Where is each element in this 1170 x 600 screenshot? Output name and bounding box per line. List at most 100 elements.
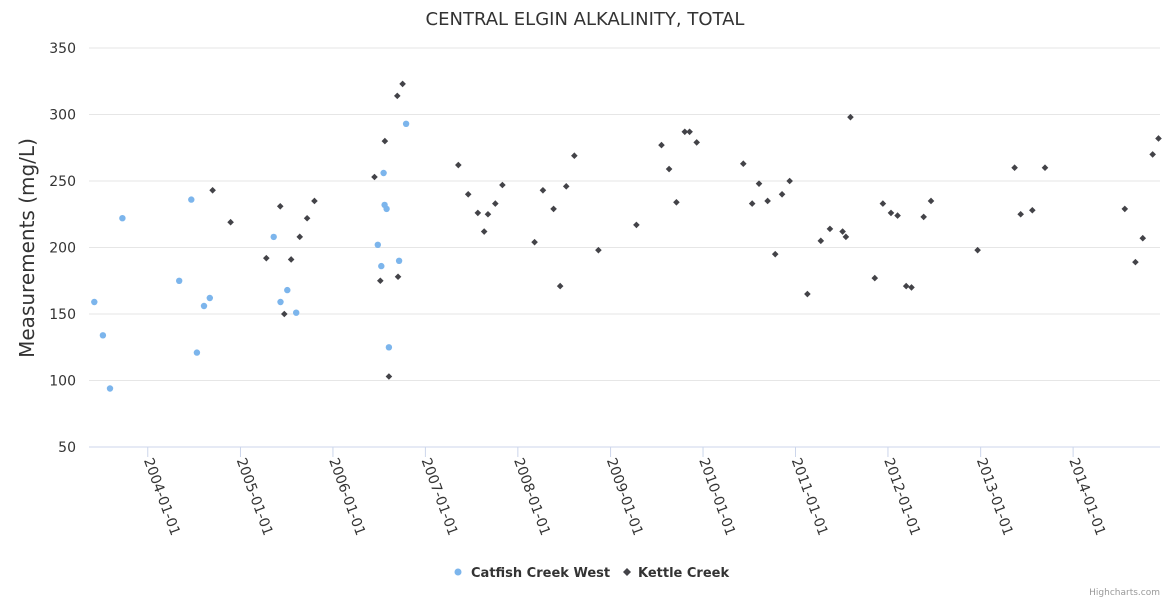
data-point[interactable] xyxy=(974,246,981,254)
credit-link[interactable]: Highcharts.com xyxy=(1089,588,1160,598)
data-point[interactable] xyxy=(681,128,689,136)
data-point[interactable] xyxy=(281,310,288,318)
data-point[interactable] xyxy=(193,349,201,356)
data-point[interactable] xyxy=(374,241,381,248)
data-point[interactable] xyxy=(499,181,506,189)
data-point[interactable] xyxy=(556,282,564,290)
data-point[interactable] xyxy=(99,332,107,339)
data-point[interactable] xyxy=(385,344,393,351)
data-point[interactable] xyxy=(303,214,311,222)
x-tick-label: 2007-01-01 xyxy=(418,456,461,538)
data-point[interactable] xyxy=(1155,135,1162,142)
data-point[interactable] xyxy=(748,200,756,207)
data-point[interactable] xyxy=(119,215,126,222)
data-point[interactable] xyxy=(377,277,384,285)
data-point[interactable] xyxy=(227,218,234,226)
legend-label-kettle-creek[interactable]: Kettle Creek xyxy=(638,566,729,581)
data-point[interactable] xyxy=(263,254,270,262)
data-point[interactable] xyxy=(474,209,482,217)
data-point[interactable] xyxy=(920,213,927,221)
data-point[interactable] xyxy=(206,294,213,302)
legend-label-catfish-creek-west[interactable]: Catfish Creek West xyxy=(471,566,610,581)
data-point[interactable] xyxy=(188,196,195,203)
data-point[interactable] xyxy=(1139,234,1147,242)
data-point[interactable] xyxy=(455,161,462,169)
data-point[interactable] xyxy=(399,80,406,88)
data-point[interactable] xyxy=(371,173,378,181)
data-point[interactable] xyxy=(778,191,786,198)
data-point[interactable] xyxy=(1149,151,1156,158)
data-point[interactable] xyxy=(464,191,472,198)
data-point[interactable] xyxy=(673,198,680,206)
legend: Catfish Creek West Kettle Creek xyxy=(454,566,729,581)
data-point[interactable] xyxy=(786,177,793,185)
data-point[interactable] xyxy=(1041,164,1049,171)
data-point[interactable] xyxy=(1121,205,1129,213)
y-tick-label: 150 xyxy=(49,307,76,323)
data-point[interactable] xyxy=(595,246,602,254)
data-point[interactable] xyxy=(879,200,887,207)
data-point[interactable] xyxy=(91,298,98,306)
data-point[interactable] xyxy=(480,228,488,235)
data-point[interactable] xyxy=(839,228,846,235)
data-point[interactable] xyxy=(771,250,779,258)
data-point[interactable] xyxy=(633,221,640,229)
data-point[interactable] xyxy=(826,225,834,233)
data-point[interactable] xyxy=(492,200,499,207)
data-point[interactable] xyxy=(394,273,402,281)
data-point[interactable] xyxy=(693,139,700,146)
data-point[interactable] xyxy=(887,209,895,217)
data-point[interactable] xyxy=(402,120,410,128)
data-point[interactable] xyxy=(842,233,850,241)
data-point[interactable] xyxy=(284,286,291,294)
data-point[interactable] xyxy=(804,290,811,298)
data-point[interactable] xyxy=(209,187,216,194)
legend-item-catfish-creek-west[interactable]: Catfish Creek West xyxy=(454,566,611,581)
data-point[interactable] xyxy=(817,237,825,245)
data-point[interactable] xyxy=(894,212,901,219)
data-point[interactable] xyxy=(755,180,763,187)
data-point[interactable] xyxy=(1011,164,1018,171)
data-point[interactable] xyxy=(293,309,300,316)
data-point[interactable] xyxy=(393,92,401,100)
data-point[interactable] xyxy=(277,298,284,306)
y-tick-label: 100 xyxy=(49,374,76,390)
data-point[interactable] xyxy=(665,165,673,173)
data-point[interactable] xyxy=(378,262,385,270)
data-point[interactable] xyxy=(847,113,854,121)
data-point[interactable] xyxy=(539,187,547,194)
x-tick-label: 2006-01-01 xyxy=(325,456,368,538)
data-point[interactable] xyxy=(531,238,538,246)
data-point[interactable] xyxy=(395,257,403,264)
legend-item-kettle-creek[interactable]: Kettle Creek xyxy=(623,566,729,581)
data-point[interactable] xyxy=(287,256,295,263)
data-point[interactable] xyxy=(296,233,304,241)
data-point[interactable] xyxy=(385,373,393,380)
data-point[interactable] xyxy=(686,128,693,136)
data-point[interactable] xyxy=(270,233,277,241)
data-point[interactable] xyxy=(1132,258,1139,266)
data-point[interactable] xyxy=(380,169,387,177)
data-point[interactable] xyxy=(200,302,208,310)
data-point[interactable] xyxy=(764,197,771,205)
data-series xyxy=(91,80,1162,392)
data-point[interactable] xyxy=(176,277,183,284)
data-point[interactable] xyxy=(550,205,557,213)
data-point[interactable] xyxy=(658,141,665,149)
data-point[interactable] xyxy=(562,183,570,190)
data-point[interactable] xyxy=(383,205,390,213)
data-point[interactable] xyxy=(484,210,492,218)
data-point[interactable] xyxy=(927,197,935,205)
data-point[interactable] xyxy=(908,284,915,291)
data-point[interactable] xyxy=(276,202,284,210)
data-point[interactable] xyxy=(902,282,910,290)
data-point[interactable] xyxy=(311,197,318,205)
data-point[interactable] xyxy=(571,152,578,160)
data-point[interactable] xyxy=(1017,210,1024,218)
data-point[interactable] xyxy=(1029,206,1036,214)
data-point[interactable] xyxy=(871,274,879,282)
data-point[interactable] xyxy=(106,385,114,392)
y-axis-label: Measurements (mg/L) xyxy=(15,138,39,358)
data-point[interactable] xyxy=(381,137,389,145)
data-point[interactable] xyxy=(740,160,747,168)
